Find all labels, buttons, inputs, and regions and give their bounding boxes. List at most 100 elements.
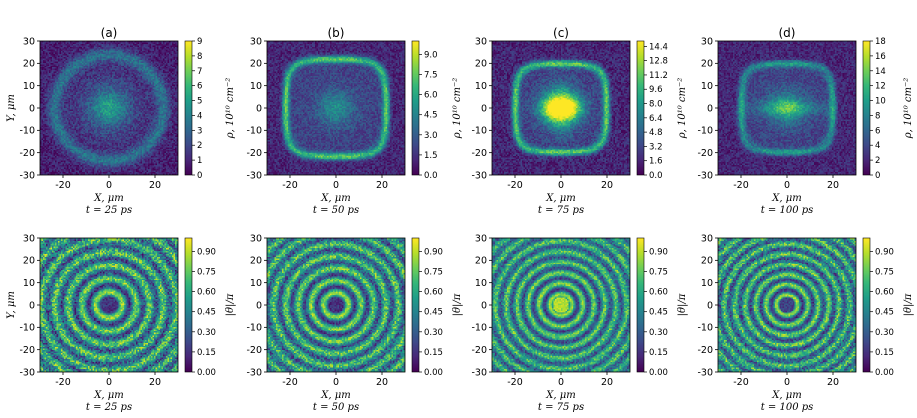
colorbar-frame bbox=[862, 40, 871, 176]
colorbar-label: |θ|/π bbox=[903, 293, 914, 316]
y-tick-label: 20 bbox=[250, 59, 262, 70]
colorbar-tick-label: 8 bbox=[875, 111, 880, 121]
y-tick-label: -10 bbox=[246, 126, 262, 137]
colorbar-tick-label: 3.0 bbox=[424, 131, 438, 141]
y-tick-label: 0 bbox=[481, 103, 487, 114]
y-tick-label: 0 bbox=[256, 103, 262, 114]
x-tick-label: 0 bbox=[558, 377, 564, 388]
y-tick-label: 0 bbox=[29, 103, 35, 114]
colorbar bbox=[637, 238, 644, 372]
time-label: t = 50 ps bbox=[313, 402, 359, 413]
colorbar-tick-label: 11.2 bbox=[649, 71, 668, 81]
colorbar-frame bbox=[184, 237, 193, 373]
y-tick-label: 20 bbox=[701, 256, 713, 267]
y-tick-label: -30 bbox=[246, 367, 262, 378]
colorbar-tick-label: 0.90 bbox=[424, 247, 443, 257]
y-tick-label: 10 bbox=[23, 81, 35, 92]
colorbar-tick-label: 12 bbox=[875, 82, 886, 92]
colorbar-tick-label: 0 bbox=[197, 171, 202, 181]
colorbar-tick-label: 0.75 bbox=[424, 268, 443, 278]
heatmap-image bbox=[718, 238, 856, 372]
colorbar-tick-label: 0.45 bbox=[875, 308, 894, 318]
heatmap-image bbox=[267, 41, 405, 175]
panel-6: -20 0 20 -30 -20 -10 0 10 20 30 X, μmt = 75 ps 0.00… bbox=[471, 233, 688, 413]
y-tick-label: -10 bbox=[19, 126, 35, 137]
colorbar-tick-label: 0.45 bbox=[197, 308, 216, 318]
colorbar bbox=[412, 41, 419, 175]
y-tick-label: 10 bbox=[701, 278, 713, 289]
panel-2: -20 0 20 -30 -20 -10 0 10 20 30 X, μmt = 75 ps (c) 0… bbox=[471, 26, 688, 216]
panel-title: (b) bbox=[328, 26, 345, 40]
colorbar-tick-label: 3 bbox=[197, 126, 202, 136]
colorbar-tick-label: 8 bbox=[197, 52, 202, 62]
y-tick-label: -20 bbox=[246, 345, 262, 356]
colorbar-tick-label: 9.0 bbox=[424, 50, 438, 60]
colorbar-frame bbox=[411, 40, 420, 176]
y-tick-label: 10 bbox=[701, 81, 713, 92]
colorbar-tick-label: 0.90 bbox=[649, 247, 668, 257]
colorbar-tick-label: 0.75 bbox=[875, 268, 894, 278]
colorbar-tick-label: 0.00 bbox=[649, 368, 668, 378]
colorbar-tick-label: 0.45 bbox=[424, 308, 443, 318]
y-tick-label: 10 bbox=[250, 278, 262, 289]
colorbar-tick-label: 0.00 bbox=[197, 368, 216, 378]
x-tick-label: -20 bbox=[733, 180, 749, 191]
y-axis-label: Y, μm bbox=[6, 291, 17, 319]
colorbar-tick-label: 1.6 bbox=[649, 157, 663, 167]
y-tick-label: -30 bbox=[19, 367, 35, 378]
colorbar-tick-label: 4 bbox=[197, 111, 202, 121]
x-tick-label: -20 bbox=[733, 377, 749, 388]
colorbar-label: |θ|/π bbox=[677, 293, 688, 316]
colorbar-tick-label: 8.0 bbox=[649, 100, 663, 110]
colorbar bbox=[185, 238, 192, 372]
x-tick-label: 0 bbox=[106, 377, 112, 388]
time-label: t = 50 ps bbox=[313, 205, 359, 216]
colorbar-label: ρ, 10¹⁰ cm⁻² bbox=[225, 78, 236, 140]
colorbar-tick-label: 0.0 bbox=[649, 171, 663, 181]
y-tick-label: 30 bbox=[475, 36, 487, 47]
y-tick-label: -10 bbox=[246, 323, 262, 334]
x-tick-label: -20 bbox=[55, 377, 71, 388]
y-tick-label: 10 bbox=[475, 278, 487, 289]
colorbar-label: ρ, 10¹⁰ cm⁻² bbox=[903, 78, 914, 140]
colorbar-tick-label: 2 bbox=[197, 141, 202, 151]
colorbar-tick-label: 0.75 bbox=[649, 268, 668, 278]
x-tick-label: 20 bbox=[601, 377, 613, 388]
x-tick-label: 20 bbox=[827, 377, 839, 388]
panel-title: (c) bbox=[553, 26, 569, 40]
panel-7: -20 0 20 -30 -20 -10 0 10 20 30 X, μmt = 100 ps 0.0… bbox=[697, 233, 914, 413]
heatmap-image bbox=[718, 41, 856, 175]
y-tick-label: 30 bbox=[250, 233, 262, 244]
y-tick-label: -30 bbox=[246, 170, 262, 181]
panel-5: -20 0 20 -30 -20 -10 0 10 20 30 X, μmt = 50 ps 0.00… bbox=[246, 233, 463, 413]
colorbar-tick-label: 10 bbox=[875, 97, 886, 107]
y-tick-label: 30 bbox=[23, 233, 35, 244]
y-tick-label: -10 bbox=[697, 323, 713, 334]
colorbar-tick-label: 5 bbox=[197, 97, 202, 107]
x-tick-label: 0 bbox=[333, 180, 339, 191]
colorbar-tick-label: 0.30 bbox=[875, 328, 894, 338]
x-tick-label: -20 bbox=[55, 180, 71, 191]
colorbar-tick-label: 0.60 bbox=[197, 288, 216, 298]
colorbar bbox=[412, 238, 419, 372]
y-tick-label: 0 bbox=[29, 300, 35, 311]
colorbar-tick-label: 4.8 bbox=[649, 128, 663, 138]
x-axis-label: X, μm bbox=[320, 193, 350, 204]
y-tick-label: -20 bbox=[471, 148, 487, 159]
y-tick-label: 0 bbox=[707, 103, 713, 114]
colorbar-tick-label: 0.75 bbox=[197, 268, 216, 278]
time-label: t = 25 ps bbox=[86, 402, 132, 413]
y-tick-label: 0 bbox=[481, 300, 487, 311]
panel-1: -20 0 20 -30 -20 -10 0 10 20 30 X, μmt = 50 ps (b) 0… bbox=[246, 26, 463, 216]
colorbar-frame bbox=[636, 237, 645, 373]
x-axis-label: X, μm bbox=[93, 193, 123, 204]
colorbar-label: |θ|/π bbox=[452, 293, 463, 316]
colorbar-frame bbox=[411, 237, 420, 373]
colorbar-tick-label: 6.4 bbox=[649, 114, 663, 124]
x-tick-label: 0 bbox=[106, 180, 112, 191]
time-label: t = 100 ps bbox=[761, 205, 814, 216]
colorbar bbox=[185, 41, 192, 175]
colorbar-tick-label: 0.15 bbox=[649, 348, 668, 358]
